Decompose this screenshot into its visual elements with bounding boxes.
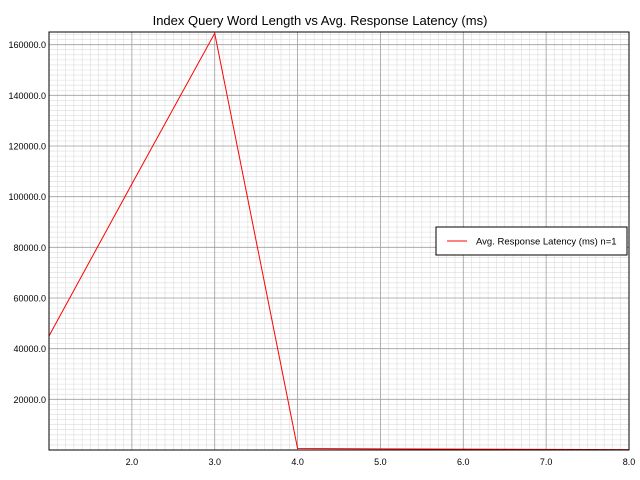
x-tick-label: 4.0 xyxy=(291,457,304,467)
x-tick-label: 8.0 xyxy=(623,457,636,467)
plot-frame xyxy=(48,31,630,451)
x-tick-label: 5.0 xyxy=(374,457,387,467)
chart-title: Index Query Word Length vs Avg. Response… xyxy=(153,13,488,28)
x-tick-label: 2.0 xyxy=(126,457,139,467)
x-axis-ticks: 2.0 3.0 4.0 5.0 6.0 7.0 8.0 xyxy=(126,457,636,467)
x-tick-label: 3.0 xyxy=(208,457,221,467)
y-tick-label: 20000.0 xyxy=(13,395,46,405)
y-tick-label: 140000.0 xyxy=(8,91,46,101)
y-axis-ticks: 20000.0 40000.0 60000.0 80000.0 100000.0 1200… xyxy=(8,40,46,405)
y-tick-label: 40000.0 xyxy=(13,344,46,354)
legend-label: Avg. Response Latency (ms) n=1 xyxy=(476,237,617,248)
x-tick-label: 7.0 xyxy=(540,457,553,467)
y-tick-label: 100000.0 xyxy=(8,192,46,202)
legend: Avg. Response Latency (ms) n=1 xyxy=(435,226,628,256)
y-tick-label: 120000.0 xyxy=(8,142,46,152)
x-tick-label: 6.0 xyxy=(457,457,470,467)
series-layer xyxy=(48,31,630,451)
y-tick-label: 160000.0 xyxy=(8,40,46,50)
series-line xyxy=(48,31,630,451)
y-tick-label: 80000.0 xyxy=(13,243,46,253)
y-tick-label: 60000.0 xyxy=(13,294,46,304)
legend-box xyxy=(435,226,628,256)
